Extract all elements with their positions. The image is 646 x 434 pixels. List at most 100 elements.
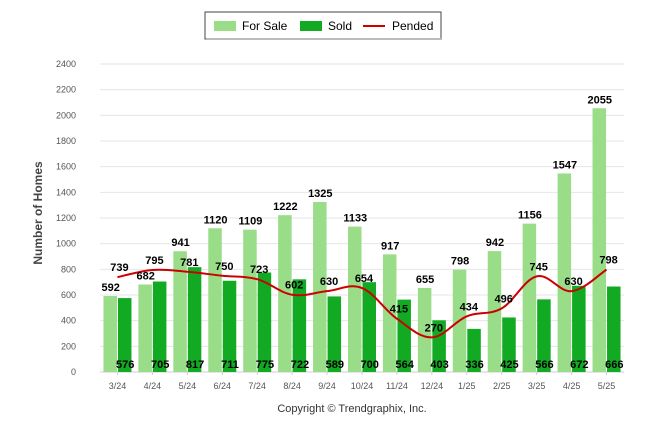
label-sold: 666 xyxy=(605,359,623,371)
bar-for-sale xyxy=(557,173,572,372)
label-for-sale: 1133 xyxy=(343,213,367,225)
y-tick-label: 2200 xyxy=(56,85,76,95)
bar-sold xyxy=(257,272,272,372)
label-for-sale: 592 xyxy=(102,282,120,294)
label-pended: 630 xyxy=(564,276,582,288)
label-sold: 722 xyxy=(291,359,309,371)
label-sold: 700 xyxy=(361,359,379,371)
label-sold: 705 xyxy=(151,359,169,371)
label-pended: 745 xyxy=(529,261,547,273)
y-axis-title: Number of Homes xyxy=(31,161,45,265)
bar-for-sale xyxy=(243,229,257,372)
bar-for-sale xyxy=(313,201,327,372)
label-sold: 672 xyxy=(570,359,588,371)
label-sold: 711 xyxy=(221,359,239,371)
bar-sold xyxy=(537,299,551,372)
y-tick-label: 1600 xyxy=(56,162,76,172)
label-sold: 564 xyxy=(396,359,415,371)
legend-frame xyxy=(204,11,442,40)
x-tick-label: 3/24 xyxy=(109,381,127,391)
x-tick-label: 4/25 xyxy=(563,381,581,391)
label-for-sale: 1120 xyxy=(204,214,228,226)
x-tick-label: 7/24 xyxy=(248,381,266,391)
bar-for-sale xyxy=(592,108,607,373)
y-tick-label: 1400 xyxy=(56,187,76,197)
x-tick-label: 11/24 xyxy=(386,381,408,391)
data-labels: 592 576 739 682 705 795 941 817 781 1120 711 750 110… xyxy=(102,94,624,371)
x-tick-label: 10/24 xyxy=(351,381,374,391)
y-tick-label: 0 xyxy=(71,367,76,377)
y-tick-label: 1800 xyxy=(56,136,76,146)
label-sold: 566 xyxy=(535,359,553,371)
bar-sold xyxy=(222,280,237,372)
bar-for-sale xyxy=(348,226,362,372)
label-pended: 270 xyxy=(425,322,443,334)
legend-swatch-sold xyxy=(300,21,322,31)
bar-for-sale xyxy=(138,284,152,372)
legend: For Sale Sold Pended xyxy=(204,11,442,40)
legend-swatch-for-sale xyxy=(214,21,236,31)
label-pended: 795 xyxy=(145,255,163,267)
bar-sold xyxy=(327,296,342,372)
bar-sold xyxy=(362,282,376,372)
bar-sold xyxy=(292,279,307,372)
x-tick-label: 5/24 xyxy=(179,381,197,391)
bar-for-sale xyxy=(103,296,117,372)
label-for-sale: 655 xyxy=(416,274,434,286)
legend-label-pended: Pended xyxy=(392,19,433,33)
x-tick-label: 6/24 xyxy=(214,381,232,391)
grid xyxy=(100,63,624,373)
bar-sold xyxy=(502,317,516,372)
x-tick-label: 9/24 xyxy=(318,381,336,391)
pended-line xyxy=(117,268,608,339)
y-tick-label: 2400 xyxy=(56,59,76,69)
label-for-sale: 1222 xyxy=(273,201,297,213)
label-pended: 434 xyxy=(460,301,479,313)
label-for-sale: 1109 xyxy=(239,216,263,228)
label-for-sale: 1156 xyxy=(518,210,542,222)
label-pended: 798 xyxy=(599,255,617,267)
bar-for-sale xyxy=(417,287,432,372)
bar-sold xyxy=(187,267,202,372)
label-for-sale: 1547 xyxy=(553,159,577,171)
y-tick-label: 2000 xyxy=(56,110,76,120)
x-tick-label: 5/25 xyxy=(598,381,616,391)
label-pended: 750 xyxy=(215,261,233,273)
x-tick-label: 1/25 xyxy=(458,381,476,391)
legend-shadow xyxy=(206,38,442,40)
legend-label-sold: Sold xyxy=(328,19,352,33)
y-axis-ticks: 0 200 400 600 800 1000 1200 1400 1600 1800 2000 220… xyxy=(56,59,76,377)
bar-sold xyxy=(607,286,621,372)
legend-label-for-sale: For Sale xyxy=(242,19,288,33)
label-pended: 630 xyxy=(320,276,338,288)
bar-sold xyxy=(152,281,167,372)
bar-sold xyxy=(397,299,411,372)
label-sold: 576 xyxy=(116,359,134,371)
label-for-sale: 682 xyxy=(136,270,154,282)
label-sold: 425 xyxy=(500,359,518,371)
label-sold: 403 xyxy=(430,359,448,371)
copyright-text: Copyright © Trendgraphix, Inc. xyxy=(277,403,426,415)
label-for-sale: 917 xyxy=(381,240,399,252)
y-tick-label: 1200 xyxy=(56,213,76,223)
bar-for-sale xyxy=(522,223,537,372)
label-pended: 654 xyxy=(355,273,374,285)
bar-sold xyxy=(117,298,132,372)
x-tick-label: 4/24 xyxy=(144,381,162,391)
bars xyxy=(103,108,621,373)
label-sold: 775 xyxy=(256,359,274,371)
y-tick-label: 800 xyxy=(61,264,76,274)
label-for-sale: 2055 xyxy=(588,94,612,106)
y-tick-label: 200 xyxy=(61,341,76,351)
label-for-sale: 942 xyxy=(486,237,504,249)
label-for-sale: 1325 xyxy=(308,188,332,200)
bar-for-sale xyxy=(208,228,222,372)
label-for-sale: 941 xyxy=(171,237,189,249)
y-tick-label: 400 xyxy=(61,316,76,326)
label-pended: 602 xyxy=(285,280,303,292)
label-sold: 336 xyxy=(465,359,483,371)
label-for-sale: 798 xyxy=(451,256,469,268)
label-sold: 589 xyxy=(326,359,344,371)
